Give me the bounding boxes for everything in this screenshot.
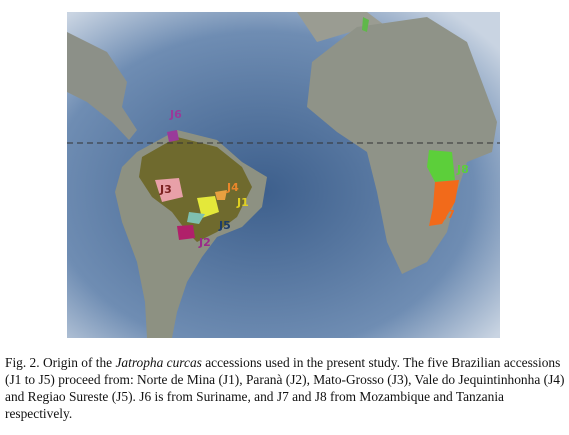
figure-caption: Fig. 2. Origin of the Jatropha curcas ac… <box>5 354 565 422</box>
brazil <box>139 137 252 242</box>
map-label: J7 <box>442 208 455 221</box>
region-j2 <box>177 225 195 240</box>
region-j1 <box>197 196 219 218</box>
region-j6 <box>167 130 179 142</box>
map-label: J2 <box>198 236 211 249</box>
region-j7 <box>429 180 459 226</box>
central-america <box>67 32 137 140</box>
map-label: J6 <box>169 108 182 121</box>
map-label: J4 <box>226 181 239 194</box>
map-label: J3 <box>159 183 172 196</box>
caption-species: Jatropha curcas <box>115 355 202 370</box>
map-label: J1 <box>236 196 249 209</box>
region-j8 <box>427 150 455 182</box>
region-j4 <box>215 190 227 200</box>
map: J6 J3 J4 J1 J5 J2 J8 J7 <box>67 12 500 338</box>
map-label: J8 <box>456 163 469 176</box>
region-j5 <box>187 212 205 224</box>
region-j3 <box>155 178 183 202</box>
caption-text: Fig. 2. Origin of the <box>5 355 116 370</box>
map-label: J5 <box>218 219 231 232</box>
region-marker <box>362 17 369 32</box>
caption-text: accessions used in the present study. Th… <box>5 355 565 421</box>
